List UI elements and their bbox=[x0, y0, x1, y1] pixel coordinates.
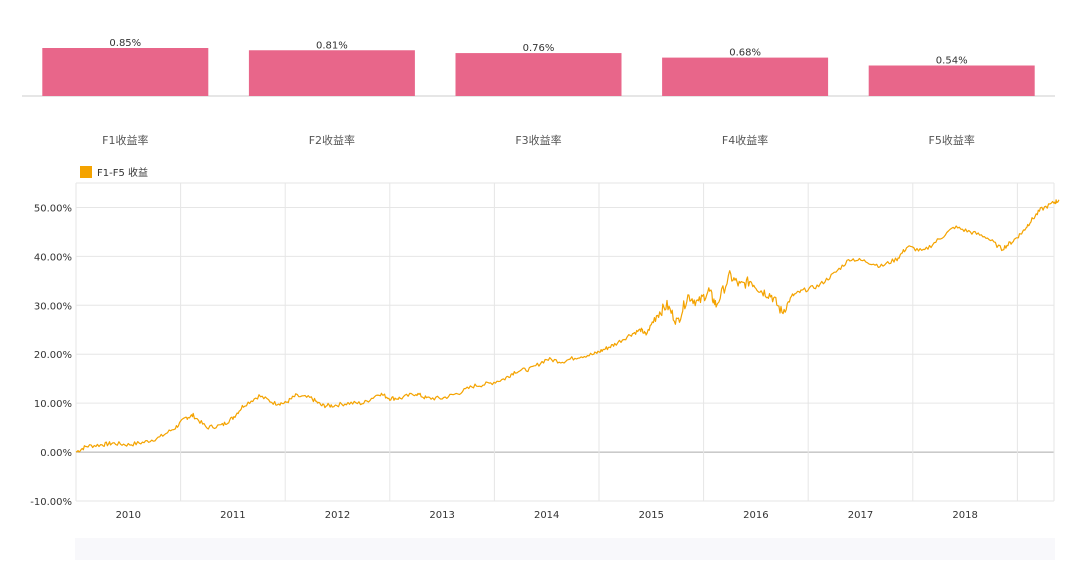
series-line bbox=[75, 199, 1060, 453]
y-tick-label: -10.00% bbox=[30, 497, 72, 508]
y-tick-label: 10.00% bbox=[34, 399, 72, 410]
bar-category-label: F3收益率 bbox=[515, 133, 561, 147]
bar-value-label: 0.54% bbox=[936, 56, 968, 67]
bar-category-label: F5收益率 bbox=[929, 133, 975, 147]
legend-swatch bbox=[80, 166, 92, 178]
x-tick-label: 2017 bbox=[848, 510, 873, 521]
bar-chart: 0.85% F1收益率 0.81% F2收益率 0.76% F3收益率 0.68% F4收益率… bbox=[22, 38, 1055, 147]
bar bbox=[455, 53, 622, 96]
bar-category-label: F2收益率 bbox=[309, 133, 355, 147]
x-tick-label: 2016 bbox=[743, 510, 768, 521]
y-tick-label: 30.00% bbox=[34, 301, 72, 312]
bar-category-label: F4收益率 bbox=[722, 133, 768, 147]
x-tick-label: 2018 bbox=[952, 510, 977, 521]
bar bbox=[42, 48, 209, 96]
bar bbox=[868, 65, 1035, 96]
x-tick-label: 2012 bbox=[325, 510, 350, 521]
y-tick-label: 0.00% bbox=[40, 448, 72, 459]
y-tick-label: 50.00% bbox=[34, 203, 72, 214]
bar-value-label: 0.85% bbox=[109, 38, 141, 49]
bar bbox=[662, 57, 829, 96]
legend-label: F1-F5 收益 bbox=[97, 166, 148, 179]
x-tick-label: 2011 bbox=[220, 510, 245, 521]
y-tick-label: 40.00% bbox=[34, 252, 72, 263]
x-tick-label: 2010 bbox=[116, 510, 141, 521]
bottom-strip bbox=[75, 538, 1055, 560]
x-tick-label: 2014 bbox=[534, 510, 559, 521]
bar-value-label: 0.81% bbox=[316, 40, 348, 51]
x-tick-label: 2013 bbox=[429, 510, 454, 521]
line-chart: -10.00% 0.00% 10.00% 20.00% 30.00% 40.00% 50.0… bbox=[30, 166, 1060, 521]
x-tick-label: 2015 bbox=[639, 510, 664, 521]
bar-value-label: 0.76% bbox=[523, 43, 555, 54]
bar bbox=[248, 50, 415, 96]
bar-value-label: 0.68% bbox=[729, 48, 761, 59]
bar-category-label: F1收益率 bbox=[102, 133, 148, 147]
y-tick-label: 20.00% bbox=[34, 350, 72, 361]
